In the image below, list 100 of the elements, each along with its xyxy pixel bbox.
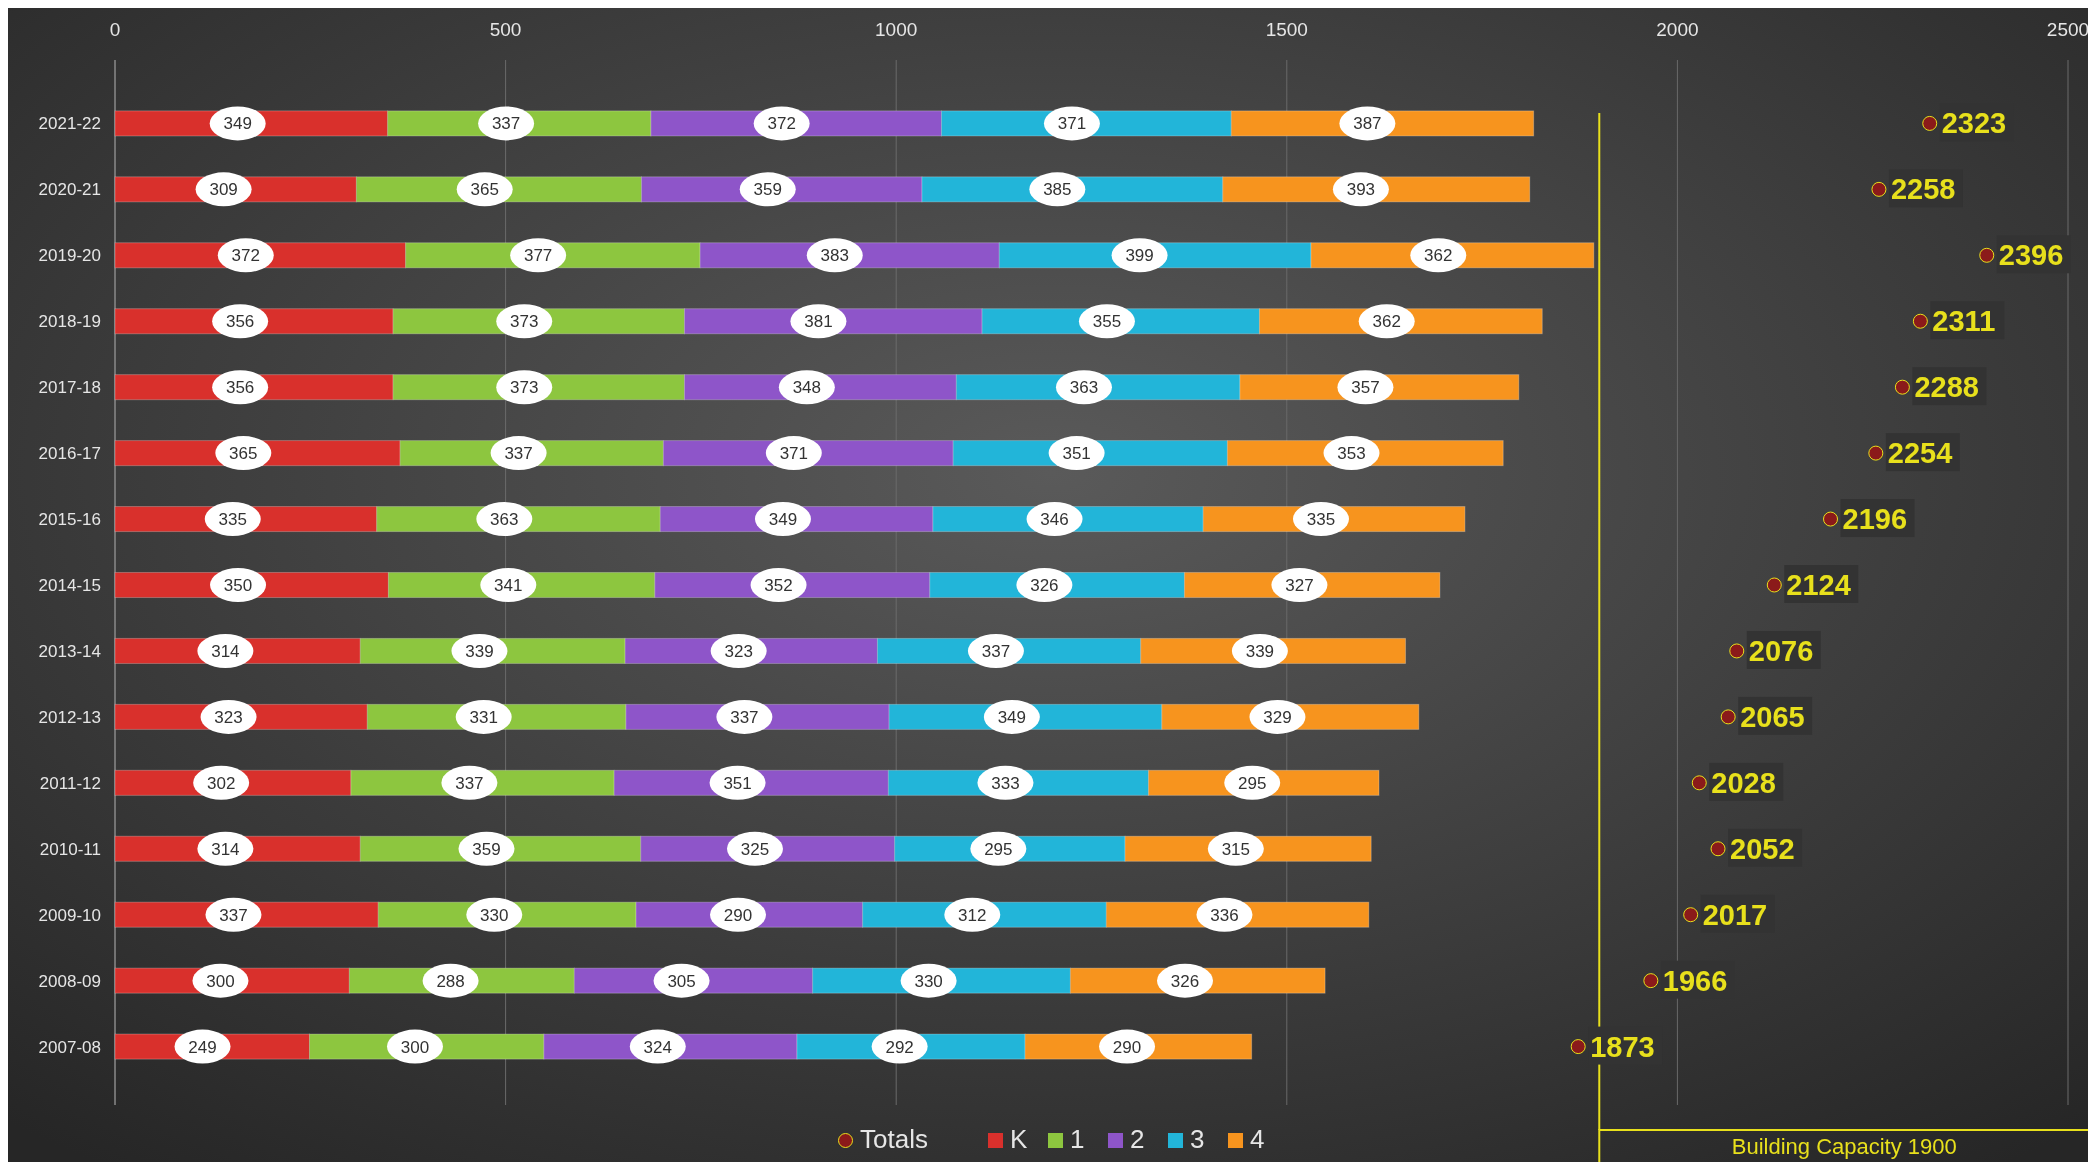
legend-label: 3 bbox=[1190, 1124, 1205, 1154]
data-label: 387 bbox=[1353, 114, 1382, 134]
data-label: 381 bbox=[804, 312, 833, 332]
data-label: 327 bbox=[1285, 576, 1314, 595]
data-label: 305 bbox=[667, 971, 696, 991]
y-tick-label: 2010-11 bbox=[39, 839, 101, 859]
data-label: 359 bbox=[753, 180, 782, 200]
data-label: 300 bbox=[400, 1037, 430, 1057]
data-label: 363 bbox=[1069, 378, 1099, 398]
data-label: 346 bbox=[1040, 510, 1069, 530]
data-label: 290 bbox=[723, 905, 753, 925]
data-label: 337 bbox=[219, 905, 248, 925]
data-label: 323 bbox=[724, 641, 753, 661]
y-tick-label: 2019-20 bbox=[38, 246, 101, 266]
data-label: 300 bbox=[206, 971, 235, 991]
data-label: 326 bbox=[1170, 971, 1200, 991]
y-tick-label: 2016-17 bbox=[38, 444, 101, 464]
data-label: 356 bbox=[225, 378, 255, 398]
y-tick-label: 2017-18 bbox=[38, 378, 101, 398]
data-label: 371 bbox=[1057, 114, 1087, 134]
data-label: 324 bbox=[643, 1037, 672, 1057]
y-tick-label: 2015-16 bbox=[38, 510, 101, 530]
data-label: 350 bbox=[223, 576, 253, 595]
data-label: 330 bbox=[914, 971, 943, 991]
data-label: 2017 bbox=[1702, 898, 1768, 931]
x-tick-label: 0 bbox=[109, 19, 121, 40]
data-label: 337 bbox=[504, 444, 533, 464]
data-label: 356 bbox=[225, 312, 255, 332]
legend-label: K bbox=[1010, 1124, 1028, 1154]
data-label: 2396 bbox=[1998, 239, 2064, 272]
data-label: 290 bbox=[1112, 1037, 1142, 1057]
data-label: 2311 bbox=[1932, 305, 1996, 338]
y-tick-label: 2012-13 bbox=[38, 707, 101, 727]
data-label: 373 bbox=[510, 312, 539, 332]
data-label: 372 bbox=[231, 246, 260, 266]
data-label: 2076 bbox=[1748, 634, 1814, 667]
data-label: 2124 bbox=[1786, 569, 1851, 601]
data-label: 333 bbox=[991, 773, 1020, 793]
data-label: 372 bbox=[767, 114, 796, 134]
legend-label: 1 bbox=[1070, 1124, 1085, 1154]
data-label: 288 bbox=[436, 971, 465, 991]
y-tick-label: 2011-12 bbox=[39, 773, 101, 793]
data-label: 331 bbox=[469, 707, 498, 727]
data-label: 357 bbox=[1351, 378, 1380, 398]
data-label: 363 bbox=[490, 510, 519, 530]
x-tick-label: 2500 bbox=[2046, 19, 2088, 40]
data-label: 341 bbox=[494, 576, 523, 595]
data-label: 2254 bbox=[1887, 437, 1953, 470]
data-label: 337 bbox=[730, 707, 759, 727]
data-label: 1966 bbox=[1662, 964, 1728, 997]
data-label: 365 bbox=[470, 180, 499, 200]
data-label: 351 bbox=[723, 773, 752, 793]
data-label: 339 bbox=[465, 641, 494, 661]
data-label: 323 bbox=[214, 707, 243, 727]
data-label: 329 bbox=[1263, 707, 1292, 727]
data-label: 295 bbox=[1238, 773, 1267, 793]
data-label: 312 bbox=[958, 905, 987, 925]
data-label: 292 bbox=[885, 1037, 914, 1057]
data-label: 349 bbox=[997, 707, 1027, 727]
data-label: 352 bbox=[764, 576, 793, 595]
data-label: 359 bbox=[472, 839, 501, 859]
data-label: 249 bbox=[188, 1037, 217, 1057]
data-label: 2258 bbox=[1890, 173, 1956, 206]
y-tick-label: 2007-08 bbox=[38, 1037, 101, 1057]
data-label: 314 bbox=[211, 839, 240, 859]
x-tick-label: 1000 bbox=[875, 19, 918, 40]
y-tick-label: 2013-14 bbox=[38, 641, 101, 661]
data-label: 330 bbox=[480, 905, 509, 925]
data-label: 2065 bbox=[1740, 700, 1805, 733]
data-label: 362 bbox=[1424, 246, 1453, 266]
data-label: 302 bbox=[206, 773, 236, 793]
data-label: 383 bbox=[820, 246, 849, 266]
data-label: 337 bbox=[491, 114, 521, 134]
data-label: 399 bbox=[1125, 246, 1154, 266]
y-tick-label: 2009-10 bbox=[38, 905, 101, 925]
data-label: 377 bbox=[523, 246, 553, 266]
data-label: 339 bbox=[1245, 641, 1275, 661]
y-tick-label: 2020-21 bbox=[38, 180, 101, 200]
data-label: 362 bbox=[1372, 312, 1401, 332]
data-label: 335 bbox=[218, 510, 247, 530]
data-label: 353 bbox=[1337, 444, 1366, 464]
y-tick-label: 2008-09 bbox=[38, 971, 101, 991]
data-label: 2323 bbox=[1941, 107, 2007, 140]
data-label: 393 bbox=[1346, 180, 1376, 200]
data-label: 349 bbox=[223, 114, 252, 134]
legend-label: Totals bbox=[860, 1124, 928, 1154]
x-tick-label: 500 bbox=[489, 19, 522, 40]
data-label: 314 bbox=[211, 641, 240, 661]
data-label: 337 bbox=[981, 641, 1011, 661]
data-label: 2196 bbox=[1842, 503, 1908, 536]
data-label: 309 bbox=[209, 180, 238, 200]
data-label: 335 bbox=[1306, 510, 1336, 530]
data-label: 325 bbox=[740, 839, 770, 859]
legend-label: 4 bbox=[1250, 1124, 1265, 1154]
data-label: 371 bbox=[779, 444, 809, 464]
data-label: 351 bbox=[1062, 444, 1091, 464]
data-label: 1873 bbox=[1590, 1030, 1655, 1063]
data-label: 326 bbox=[1030, 576, 1059, 595]
data-label: 315 bbox=[1221, 839, 1251, 859]
x-tick-label: 1500 bbox=[1265, 19, 1308, 40]
